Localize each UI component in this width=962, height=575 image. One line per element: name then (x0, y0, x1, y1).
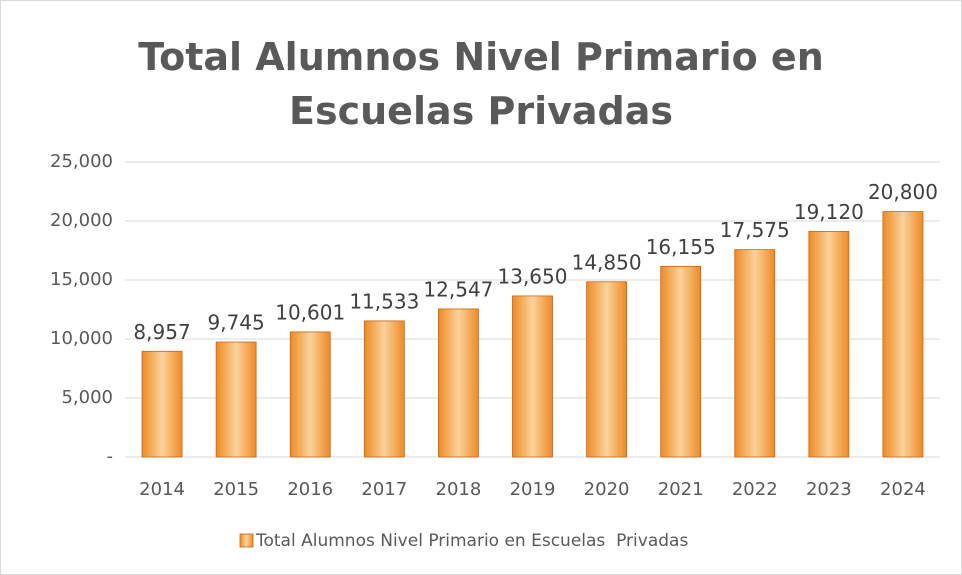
x-tick-label: 2014 (139, 479, 185, 500)
data-label: 12,547 (423, 277, 493, 301)
x-tick-label: 2020 (584, 479, 630, 500)
x-tick-label: 2016 (287, 479, 333, 500)
data-label: 17,575 (720, 218, 790, 242)
data-label: 9,745 (208, 311, 265, 335)
x-tick-label: 2024 (880, 479, 926, 500)
x-tick-label: 2019 (510, 479, 556, 500)
data-label: 14,850 (572, 250, 642, 274)
bar (660, 265, 702, 458)
y-tick-label: 20,000 (50, 210, 113, 231)
data-label: 10,601 (275, 300, 345, 324)
data-label: 11,533 (349, 289, 419, 313)
x-tick-label: 2015 (213, 479, 259, 500)
x-tick-label: 2023 (806, 479, 852, 500)
y-tick-label: 25,000 (50, 151, 113, 172)
y-tick-label: 5,000 (61, 387, 113, 408)
bar (808, 230, 850, 458)
x-tick-label: 2018 (436, 479, 482, 500)
bar (438, 308, 479, 458)
bar (363, 320, 405, 458)
bar (141, 350, 183, 458)
data-label: 8,957 (133, 320, 190, 344)
x-tick-label: 2021 (658, 479, 704, 500)
chart-title: Total Alumnos Nivel Primario en Escuelas… (138, 35, 824, 133)
data-label: 16,155 (646, 235, 716, 259)
data-label: 13,650 (498, 264, 568, 288)
y-tick-label: - (107, 446, 114, 467)
bar (289, 331, 331, 458)
bar (882, 211, 924, 458)
bar (512, 295, 553, 458)
legend-label: Total Alumnos Nivel Primario en Escuelas… (255, 531, 688, 551)
bar (734, 249, 776, 458)
data-label: 20,800 (868, 180, 938, 204)
y-tick-label: 15,000 (50, 269, 113, 290)
legend-swatch (239, 533, 254, 548)
bar (586, 281, 627, 458)
x-tick-label: 2017 (361, 479, 407, 500)
x-tick-label: 2022 (732, 479, 778, 500)
bar (215, 341, 257, 458)
data-label: 19,120 (794, 200, 864, 224)
y-tick-label: 10,000 (50, 328, 113, 349)
